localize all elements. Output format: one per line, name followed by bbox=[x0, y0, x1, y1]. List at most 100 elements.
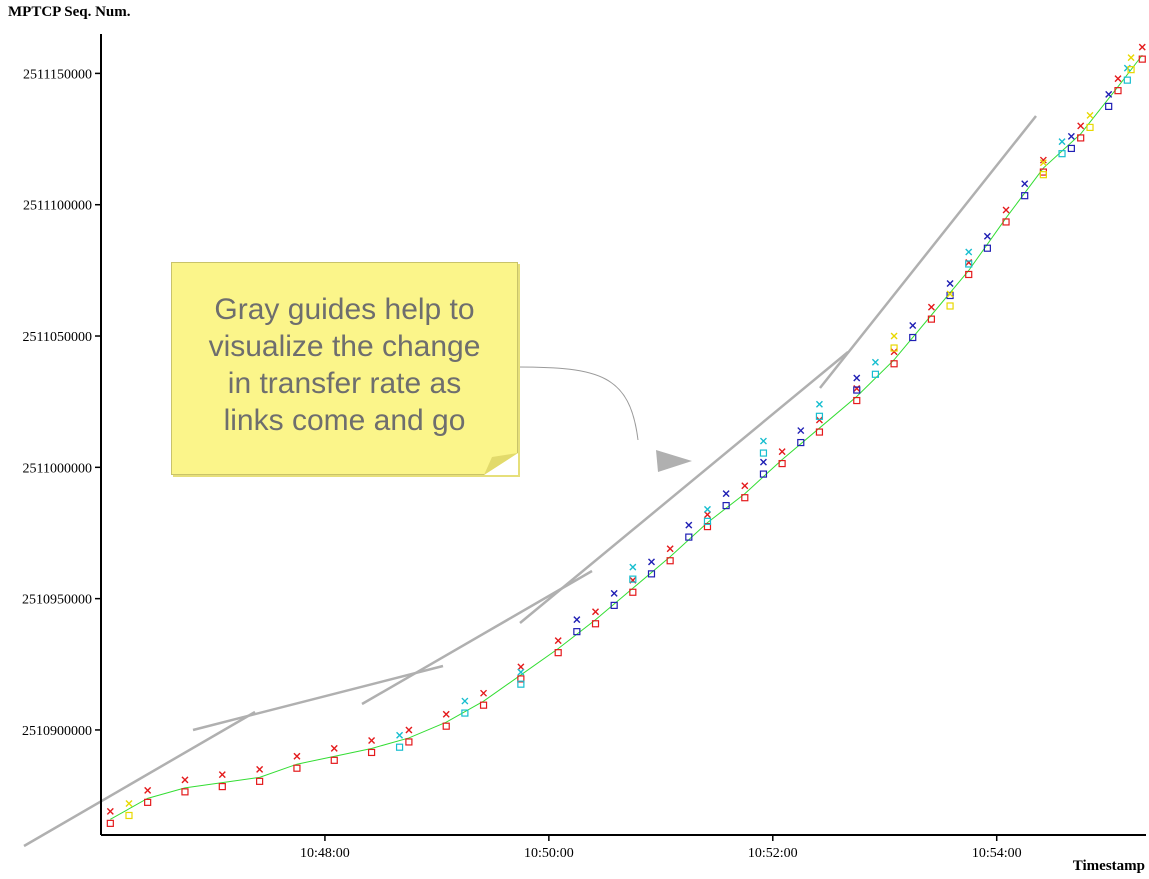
data-point-x bbox=[890, 348, 898, 356]
data-point-x bbox=[554, 637, 562, 645]
data-point-x bbox=[797, 427, 805, 435]
data-point-square bbox=[703, 517, 712, 525]
data-point-square bbox=[853, 386, 861, 394]
data-point-stroke bbox=[181, 776, 189, 784]
data-point-stroke bbox=[554, 637, 562, 645]
data-point-square bbox=[554, 649, 562, 657]
data-point-x bbox=[722, 490, 730, 498]
data-point-stroke bbox=[946, 290, 954, 298]
data-point-x bbox=[573, 616, 581, 624]
data-point-square bbox=[405, 738, 413, 746]
data-point-x bbox=[927, 303, 935, 311]
data-point-square bbox=[1067, 144, 1075, 153]
data-point-stroke bbox=[815, 400, 823, 408]
data-point-square bbox=[629, 575, 637, 583]
data-point-x bbox=[890, 332, 898, 340]
data-point-stroke bbox=[853, 374, 861, 382]
data-point-stroke bbox=[1002, 206, 1010, 214]
data-point-square bbox=[871, 370, 880, 378]
data-point-stroke bbox=[871, 358, 879, 366]
data-point-x bbox=[256, 765, 264, 773]
data-point-stroke bbox=[759, 458, 767, 466]
data-point-square bbox=[703, 522, 712, 531]
data-point-x bbox=[218, 771, 226, 779]
ack-lines bbox=[110, 54, 1143, 820]
annotation-line: Gray guides help to bbox=[214, 293, 475, 326]
y-axis-title: MPTCP Seq. Num. bbox=[8, 4, 131, 20]
data-point-stroke bbox=[256, 765, 264, 773]
data-point-square bbox=[759, 449, 768, 457]
data-point-square bbox=[890, 360, 898, 368]
data-point-x bbox=[1086, 111, 1094, 119]
data-point-x bbox=[442, 710, 450, 718]
data-point-x bbox=[1127, 54, 1135, 62]
annotation-arrow bbox=[516, 366, 692, 472]
data-point-stroke bbox=[965, 248, 973, 256]
y-tick-label: 2510950000 bbox=[22, 593, 92, 608]
data-point-square bbox=[1123, 76, 1131, 84]
data-point-x bbox=[685, 521, 693, 529]
data-point-x bbox=[946, 290, 954, 298]
data-point-stroke bbox=[405, 726, 413, 734]
data-point-square bbox=[629, 588, 637, 596]
data-point-square bbox=[965, 260, 973, 268]
data-point-x bbox=[741, 482, 749, 490]
data-point-square bbox=[442, 722, 450, 730]
data-point-x bbox=[517, 663, 525, 671]
data-point-x bbox=[871, 358, 879, 366]
annotation-arrow-head bbox=[656, 450, 692, 472]
data-point-x bbox=[703, 505, 711, 513]
y-tick-label: 2511150000 bbox=[23, 67, 92, 82]
data-point-x bbox=[909, 322, 917, 330]
y-tick-label: 2511000000 bbox=[23, 461, 92, 476]
annotation-line: links come and go bbox=[223, 404, 466, 437]
data-point-x bbox=[853, 374, 861, 382]
data-point-x bbox=[666, 545, 674, 553]
data-point-square bbox=[778, 459, 786, 468]
data-point-stroke bbox=[1114, 75, 1122, 83]
data-point-x bbox=[1138, 43, 1146, 51]
data-point-square bbox=[890, 344, 898, 352]
data-point-x bbox=[405, 726, 413, 734]
data-point-stroke bbox=[666, 545, 674, 553]
data-point-square bbox=[293, 764, 301, 772]
data-point-stroke bbox=[1067, 132, 1075, 140]
data-point-square bbox=[591, 620, 600, 628]
data-point-square bbox=[965, 270, 973, 279]
data-point-x bbox=[125, 799, 133, 807]
data-point-x bbox=[1058, 138, 1066, 146]
data-point-x bbox=[1105, 90, 1113, 98]
data-point-stroke bbox=[106, 807, 114, 815]
data-point-square bbox=[909, 333, 917, 342]
data-point-square bbox=[759, 470, 768, 478]
data-point-square bbox=[330, 756, 338, 764]
data-point-square bbox=[647, 570, 656, 578]
data-point-x bbox=[1002, 206, 1010, 214]
annotation-arrow-curve bbox=[516, 366, 639, 441]
y-tick-label: 2511100000 bbox=[23, 199, 92, 214]
data-point-square bbox=[125, 811, 133, 820]
data-point-x bbox=[759, 458, 767, 466]
data-point-x bbox=[1039, 156, 1047, 164]
data-point-square bbox=[946, 291, 954, 300]
annotation-note: Gray guides help to visualize the change… bbox=[171, 262, 518, 475]
data-point-square bbox=[181, 788, 189, 796]
data-point-stroke bbox=[517, 668, 525, 676]
data-point-square bbox=[1039, 171, 1047, 179]
data-point-stroke bbox=[890, 348, 898, 356]
data-point-stroke bbox=[647, 558, 655, 566]
data-point-square bbox=[517, 675, 525, 683]
data-point-x bbox=[1114, 75, 1122, 83]
data-point-x bbox=[181, 776, 189, 784]
data-point-stroke bbox=[330, 744, 338, 752]
data-point-square bbox=[815, 412, 824, 420]
data-point-stroke bbox=[741, 482, 749, 490]
data-point-x bbox=[106, 807, 114, 815]
annotation-text: Gray guides help to visualize the change… bbox=[172, 291, 517, 439]
data-point-square bbox=[946, 302, 954, 310]
data-point-x bbox=[647, 558, 655, 566]
data-point-stroke bbox=[1105, 90, 1113, 98]
data-point-stroke bbox=[1039, 159, 1047, 167]
data-point-stroke bbox=[293, 752, 301, 760]
y-tick-label: 2511050000 bbox=[23, 330, 92, 345]
